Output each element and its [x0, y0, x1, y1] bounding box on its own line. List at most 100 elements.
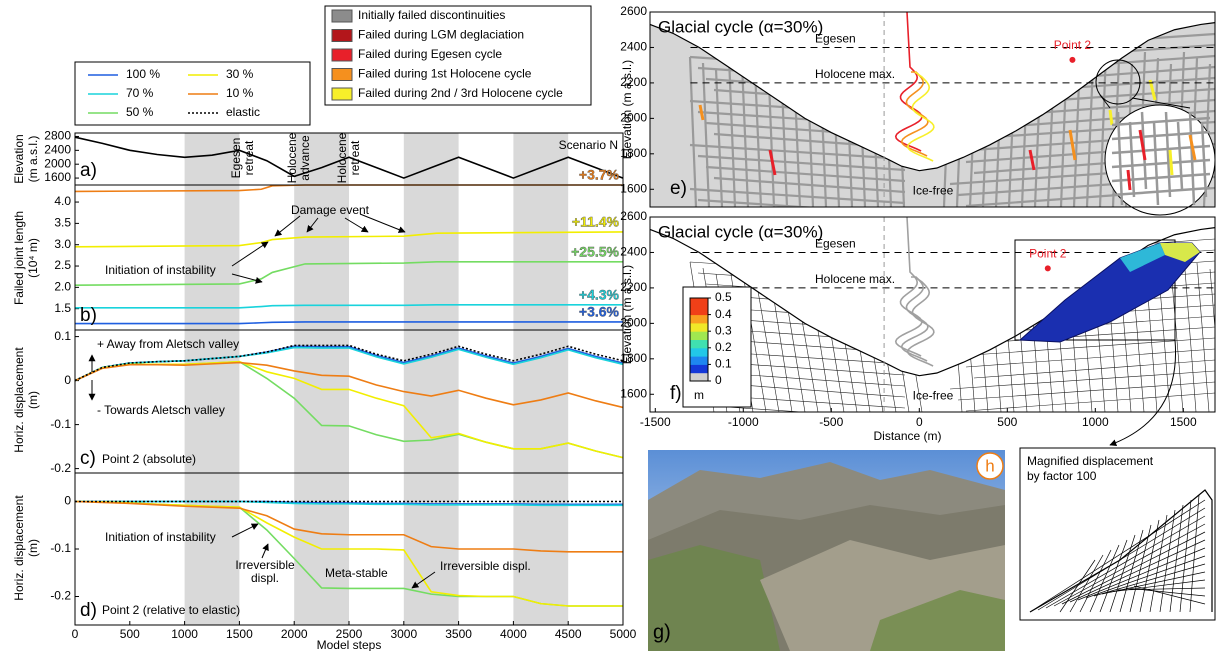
failure-label: Failed during LGM deglaciation — [358, 28, 524, 42]
y-tick-label: 0 — [64, 373, 71, 387]
shaded-band — [184, 473, 240, 625]
y-tick-label: -0.1 — [50, 417, 71, 431]
y-axis-label: (10⁴ m) — [26, 238, 40, 278]
phase-label: Egesen — [229, 138, 243, 179]
annotation: - Towards Aletsch valley — [97, 403, 225, 417]
level-label: Egesen — [815, 32, 856, 46]
data-line — [74, 500, 623, 553]
y-tick-label: 1600 — [44, 170, 71, 184]
colorbar-step — [690, 314, 708, 324]
failure-swatch — [331, 9, 353, 23]
phase-label: retreat — [242, 140, 256, 175]
y-axis-label: Failed joint length — [12, 211, 26, 305]
mesh-line — [1109, 534, 1136, 613]
y-tick-label: 2600 — [620, 209, 647, 223]
phase-label: advance — [298, 135, 312, 181]
photo-grass — [870, 590, 1005, 651]
annotation: Scenario N — [559, 138, 618, 152]
x-tick-label: -500 — [819, 415, 843, 429]
y-tick-label: 1.5 — [54, 301, 71, 315]
arrow — [231, 241, 269, 267]
ice-label: Ice-free — [913, 389, 954, 403]
arrow — [411, 571, 436, 589]
joint — [697, 198, 906, 207]
ice-trace — [906, 276, 935, 367]
photo-grass — [648, 545, 780, 651]
joint — [689, 187, 906, 205]
joint — [727, 56, 737, 207]
x-tick-label: -1000 — [728, 415, 759, 429]
annotation: Meta-stable — [325, 566, 388, 580]
x-tick-label: 0 — [916, 415, 923, 429]
y-tick-label: 1600 — [620, 181, 647, 195]
magnified-outline — [1029, 489, 1213, 613]
annotation: Point 2 (relative to elastic) — [102, 603, 240, 617]
x-tick-label: 2500 — [336, 627, 363, 641]
x-tick-label: 3500 — [445, 627, 472, 641]
failed-joint — [1028, 149, 1036, 171]
y-axis-label: Horiz. displacement — [12, 495, 26, 601]
data-line — [75, 304, 623, 309]
y-tick-label: 2400 — [44, 143, 71, 157]
x-tick-label: 2000 — [281, 627, 308, 641]
shaded-band — [184, 330, 240, 473]
mesh-line — [1129, 524, 1152, 613]
joint — [701, 62, 711, 207]
ice-trace — [900, 276, 929, 362]
mesh-line — [1061, 531, 1206, 605]
shaded-band — [294, 330, 349, 473]
joint — [689, 143, 906, 161]
annotation: Initiation of instability — [105, 530, 216, 544]
slide-mid — [1120, 243, 1165, 272]
annotation: displ. — [251, 571, 279, 585]
arrow — [231, 273, 263, 284]
ice-trace — [906, 71, 935, 162]
joint — [1209, 268, 1215, 412]
growth-label: +4.3% — [579, 287, 620, 303]
data-line — [74, 260, 623, 287]
failure-swatch — [331, 29, 353, 42]
zoom-joint — [1111, 130, 1211, 141]
joint — [740, 62, 750, 207]
y-tick-label: 2800 — [44, 129, 71, 143]
shaded-band — [403, 185, 459, 330]
level-label: Holocene max. — [815, 67, 895, 81]
y-tick-label: 3.0 — [54, 237, 71, 251]
zoom-failed-joint — [1138, 129, 1147, 161]
mesh-line — [1125, 587, 1206, 597]
point-2 — [1069, 56, 1076, 63]
mesh-line — [1189, 494, 1200, 613]
joint — [714, 68, 724, 207]
mesh-line — [1053, 523, 1206, 607]
y-axis-label: (m a.s.l.) — [26, 136, 40, 183]
level-label: Holocene max. — [815, 272, 895, 286]
joint — [965, 348, 1215, 368]
colorbar-step — [690, 356, 708, 365]
mesh-line — [1099, 539, 1128, 613]
mesh-line — [1139, 519, 1160, 613]
failure-label: Failed during Egesen cycle — [358, 47, 502, 61]
joint — [957, 381, 1215, 401]
x-tick-label: 1000 — [171, 627, 198, 641]
plot-frame — [649, 11, 1216, 208]
panel-label: g) — [653, 621, 671, 643]
y-axis-label: Horiz. displacement — [12, 347, 26, 453]
panel-label: f) — [670, 383, 682, 404]
point-label: Point 2 — [1054, 38, 1092, 52]
magnified-text: Magnified displacement — [1027, 454, 1154, 468]
y-tick-label: 0.1 — [54, 329, 71, 343]
data-line — [74, 136, 624, 179]
joint — [688, 56, 698, 207]
shaded-band — [403, 133, 459, 185]
failed-joint — [1108, 109, 1114, 126]
zoom-joint — [1128, 121, 1136, 198]
colorbar-frame — [689, 297, 709, 382]
shaded-band — [184, 133, 240, 185]
colorbar-step — [690, 364, 708, 374]
colorbar-label: 0.3 — [715, 323, 732, 337]
mesh-line — [1089, 544, 1120, 613]
legend-label: 10 % — [226, 86, 254, 100]
x-tick-label: 4500 — [555, 627, 582, 641]
level-label: Egesen — [815, 237, 856, 251]
panel-label: b) — [80, 305, 97, 326]
